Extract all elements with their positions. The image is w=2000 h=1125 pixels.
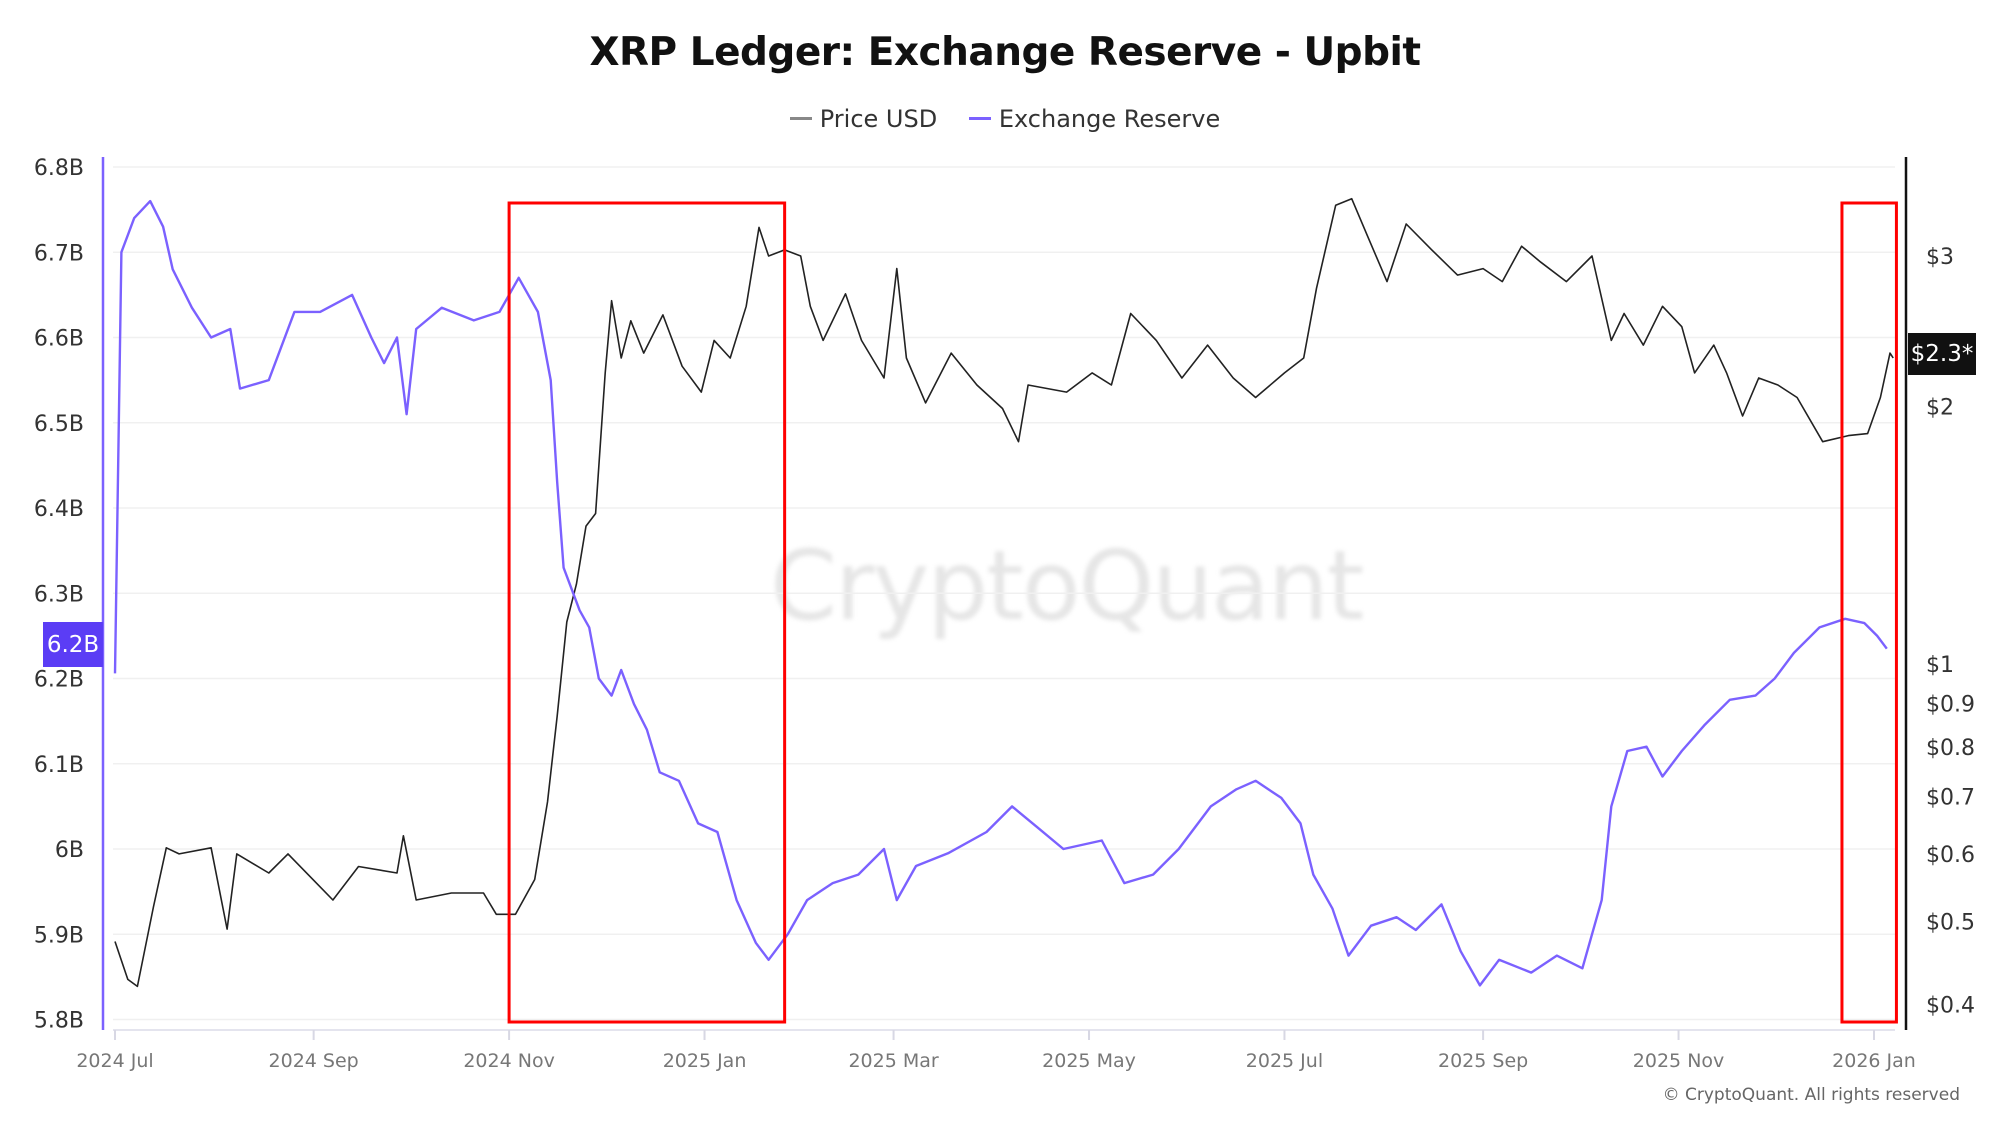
copyright: © CryptoQuant. All rights reserved xyxy=(1662,1085,1960,1105)
exchange-reserve-line xyxy=(113,199,1888,987)
left-tick-label: 6.7B xyxy=(34,241,84,266)
watermark: CryptoQuant xyxy=(770,530,1364,642)
left-tick-label: 6.1B xyxy=(34,753,84,778)
left-tick-label: 6.5B xyxy=(34,412,84,437)
legend-swatch-price xyxy=(789,117,812,120)
left-tick-label: 6.3B xyxy=(34,582,84,607)
legend-label-reserve: Exchange Reserve xyxy=(998,104,1221,133)
highlight-box-2 xyxy=(1840,201,1898,1024)
legend: Price USD Exchange Reserve xyxy=(0,98,2000,133)
right-tick-label: $0.4 xyxy=(1926,994,1975,1019)
legend-item-reserve[interactable]: Exchange Reserve xyxy=(968,104,1221,133)
price-current-badge: $2.3* xyxy=(1908,333,1976,375)
x-tick-label: 2025 Sep xyxy=(1438,1050,1528,1072)
price-usd-line xyxy=(114,197,1894,988)
right-tick-label: $0.6 xyxy=(1926,843,1975,868)
left-tick-label: 5.8B xyxy=(34,1009,84,1034)
x-tick-label: 2025 Jul xyxy=(1246,1050,1323,1072)
legend-swatch-reserve xyxy=(968,117,991,120)
right-tick-label: $0.7 xyxy=(1926,786,1975,811)
legend-item-price[interactable]: Price USD xyxy=(789,104,938,133)
right-tick-label: $3 xyxy=(1926,245,1954,270)
legend-label-price: Price USD xyxy=(819,104,938,133)
x-tick-label: 2026 Jan xyxy=(1832,1050,1916,1072)
left-tick-label: 5.9B xyxy=(34,923,84,948)
right-tick-label: $0.8 xyxy=(1926,736,1975,761)
x-tick-label: 2024 Nov xyxy=(463,1050,554,1072)
right-tick-label: $2 xyxy=(1926,396,1954,421)
x-tick-label: 2025 Mar xyxy=(848,1050,938,1072)
left-tick-label: 6.2B xyxy=(34,668,84,693)
x-tick-label: 2024 Jul xyxy=(76,1050,153,1072)
chart-title: XRP Ledger: Exchange Reserve - Upbit xyxy=(589,30,1421,75)
right-tick-label: $0.5 xyxy=(1926,911,1975,936)
right-tick-label: $0.9 xyxy=(1926,692,1975,717)
left-tick-label: 6.4B xyxy=(34,497,84,522)
highlight-box-1 xyxy=(507,201,787,1024)
left-tick-label: 6.6B xyxy=(34,327,84,352)
reserve-current-badge: 6.2B xyxy=(43,622,103,667)
x-tick-label: 2024 Sep xyxy=(269,1050,359,1072)
left-tick-label: 6.8B xyxy=(34,156,84,181)
x-tick-label: 2025 Nov xyxy=(1633,1050,1724,1072)
left-tick-label: 6B xyxy=(55,838,84,863)
x-tick-label: 2025 Jan xyxy=(663,1050,747,1072)
x-tick-label: 2025 May xyxy=(1042,1050,1136,1072)
right-tick-label: $1 xyxy=(1926,653,1954,678)
